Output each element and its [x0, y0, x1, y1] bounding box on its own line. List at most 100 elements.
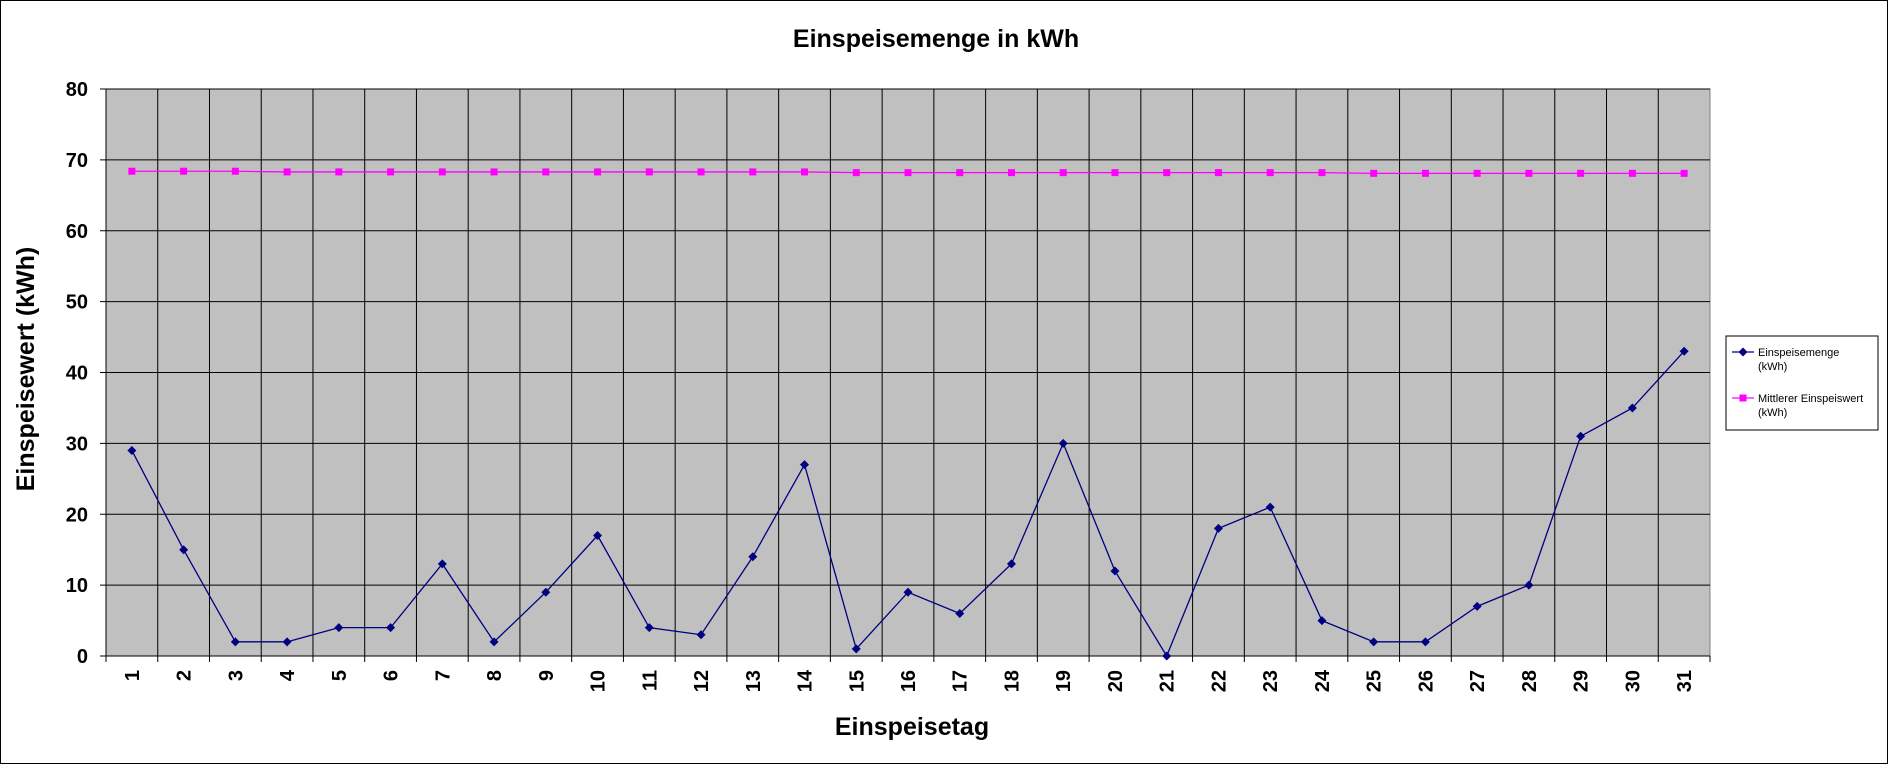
- series-1-point: [800, 460, 810, 470]
- legend-marker-2: [1739, 394, 1747, 402]
- series-2-point: [1628, 169, 1636, 177]
- series-2-point: [231, 167, 239, 175]
- series-1-point: [748, 552, 758, 562]
- series-2-point: [438, 168, 446, 176]
- series-2-point: [594, 168, 602, 176]
- x-tick-label: 9: [536, 670, 558, 681]
- x-tick-label: 15: [846, 670, 868, 692]
- x-tick-label: 11: [639, 670, 661, 691]
- series-2-point: [542, 168, 550, 176]
- series-2-point: [1318, 169, 1326, 177]
- series-1-point: [1317, 616, 1327, 626]
- series-2-point: [1577, 169, 1585, 177]
- y-tick-label: 50: [66, 292, 88, 314]
- series-1-point: [644, 623, 654, 633]
- x-tick-label: 22: [1208, 670, 1230, 692]
- legend: Einspeisemenge (kWh) Mittlerer Einspeiswer…: [1725, 335, 1879, 431]
- series-2-point: [1680, 169, 1688, 177]
- x-axis-title: Einspeisetag: [835, 713, 989, 741]
- y-tick-label: 10: [66, 575, 88, 597]
- series-2-point: [1370, 169, 1378, 177]
- x-tick-label: 10: [588, 670, 610, 692]
- series-2-point: [852, 169, 860, 177]
- x-tick-label: 26: [1415, 670, 1437, 692]
- x-tick-label: 23: [1260, 670, 1282, 692]
- series-2-point: [180, 167, 188, 175]
- legend-label: Einspeisemenge: [1758, 347, 1839, 359]
- y-tick-label: 30: [66, 433, 88, 455]
- series-1-point: [230, 637, 240, 647]
- legend-label: (kWh): [1758, 361, 1787, 373]
- series-1-point: [593, 531, 603, 541]
- series-2-point: [335, 168, 343, 176]
- series-1-point: [541, 587, 551, 597]
- x-tick-label: 27: [1467, 670, 1489, 692]
- series-2-point: [1473, 169, 1481, 177]
- x-tick-label: 14: [795, 669, 817, 692]
- series-2-point: [1059, 169, 1067, 177]
- series-1-point: [1369, 637, 1379, 647]
- series-2-point: [490, 168, 498, 176]
- series-1-point: [437, 559, 447, 569]
- series-1-point: [386, 623, 396, 633]
- x-tick-label: 16: [898, 670, 920, 692]
- series-1-point: [1110, 566, 1120, 576]
- series-1-point: [334, 623, 344, 633]
- series-2-point: [956, 169, 964, 177]
- x-tick-label: 24: [1312, 669, 1334, 692]
- series-1-point: [1576, 431, 1586, 441]
- series-2-point: [387, 168, 395, 176]
- series-1-point: [955, 608, 965, 618]
- y-tick-label: 20: [66, 504, 88, 526]
- x-tick-label: 29: [1571, 670, 1593, 692]
- legend-label: Mittlerer Einspeiswert: [1758, 393, 1863, 405]
- series-1-point: [282, 637, 292, 647]
- x-tick-label: 17: [950, 670, 972, 692]
- series-1-point: [696, 630, 706, 640]
- series-1-point: [1627, 403, 1637, 413]
- series-1-point: [903, 587, 913, 597]
- series-2-point: [283, 168, 291, 176]
- series-2-point: [749, 168, 757, 176]
- series-1-point: [1213, 523, 1223, 533]
- series-2-point: [1266, 169, 1274, 177]
- y-tick-label: 80: [66, 79, 88, 101]
- series-1-point: [1058, 438, 1068, 448]
- x-tick-label: 13: [743, 670, 765, 692]
- x-tick-label: 5: [329, 670, 351, 681]
- series-2-point: [1214, 169, 1222, 177]
- series-1-point: [179, 545, 189, 555]
- x-tick-label: 12: [691, 670, 713, 692]
- series-2-point: [1421, 169, 1429, 177]
- x-tick-label: 3: [225, 670, 247, 681]
- series-2-point: [1525, 169, 1533, 177]
- series-2-point: [1163, 169, 1171, 177]
- series-2-point: [1111, 169, 1119, 177]
- series-1-point: [851, 644, 861, 654]
- series-1-point: [1420, 637, 1430, 647]
- x-tick-label: 19: [1053, 670, 1075, 692]
- series-1-point: [1472, 601, 1482, 611]
- legend-marker-1: [1738, 347, 1748, 357]
- x-tick-label: 8: [484, 670, 506, 681]
- x-tick-label: 1: [122, 670, 144, 681]
- series-1-point: [1524, 580, 1534, 590]
- x-tick-label: 31: [1674, 670, 1696, 692]
- chart-title: Einspeisemenge in kWh: [793, 25, 1079, 53]
- series-1-point: [1006, 559, 1016, 569]
- series-1-point: [1679, 346, 1689, 356]
- x-tick-label: 20: [1105, 670, 1127, 692]
- x-tick-label: 30: [1622, 670, 1644, 692]
- x-tick-label: 21: [1157, 670, 1179, 692]
- y-tick-label: 0: [77, 646, 88, 668]
- x-tick-label: 28: [1519, 670, 1541, 692]
- legend-label: (kWh): [1758, 407, 1787, 419]
- x-tick-label: 25: [1364, 670, 1386, 692]
- series-2-point: [645, 168, 653, 176]
- x-tick-label: 7: [432, 670, 454, 681]
- x-tick-label: 4: [277, 669, 299, 681]
- y-tick-label: 70: [66, 150, 88, 172]
- series-1-point: [489, 637, 499, 647]
- series-1-point: [1162, 651, 1172, 661]
